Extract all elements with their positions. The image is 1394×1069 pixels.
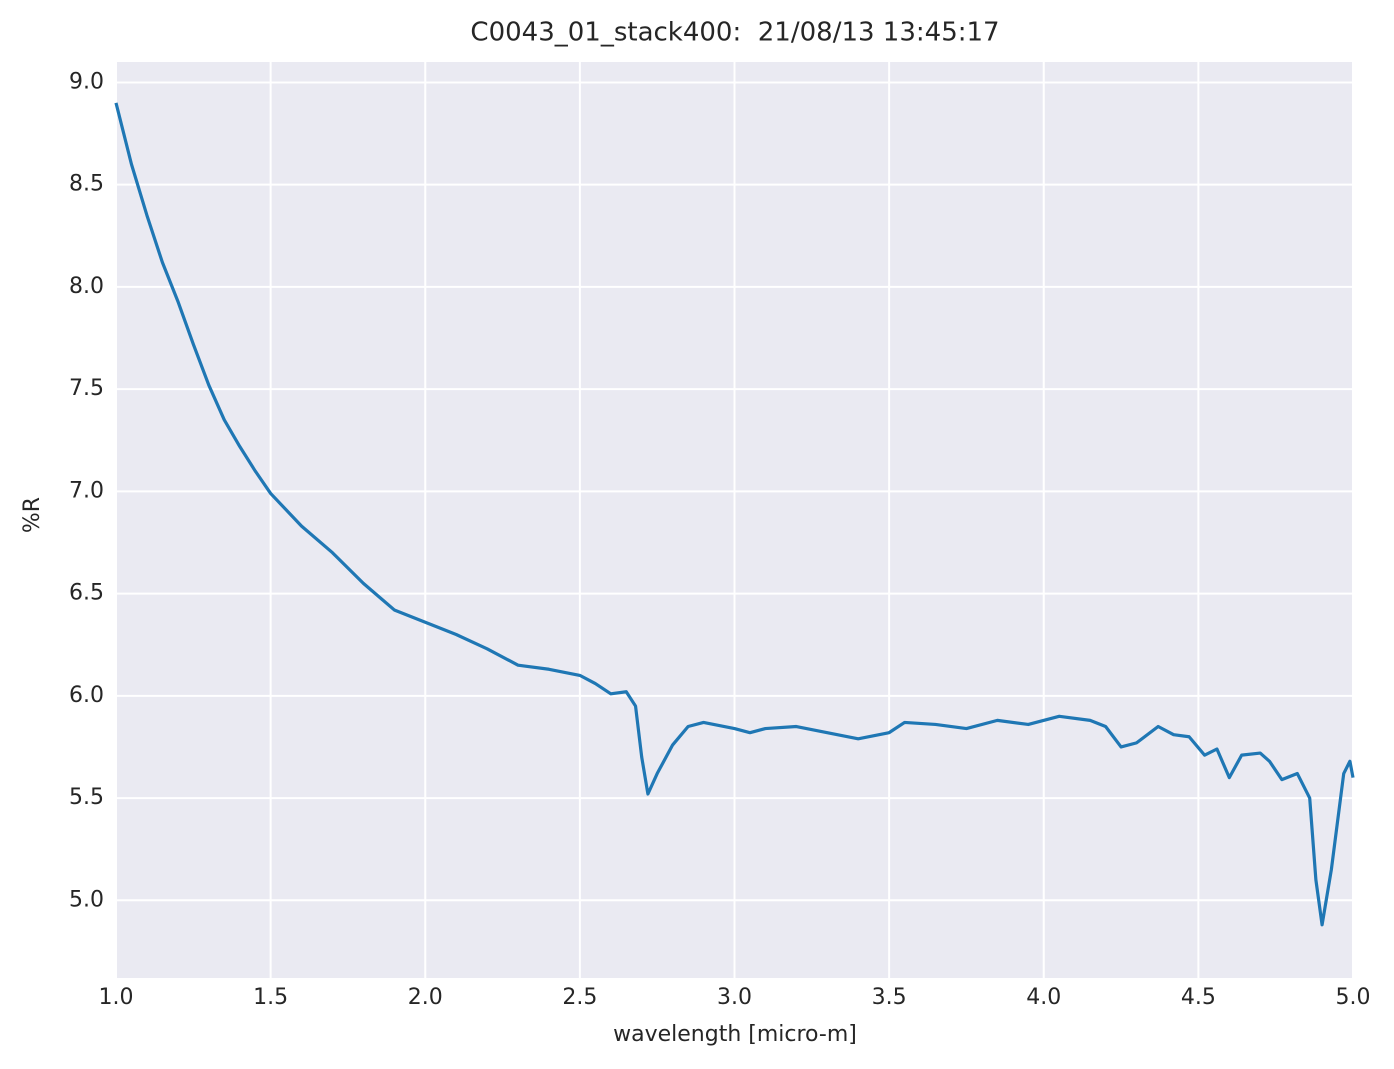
x-tick-label: 4.5: [1181, 985, 1216, 1010]
y-tick-label: 9.0: [69, 69, 104, 94]
x-tick-label: 2.0: [408, 985, 443, 1010]
y-tick-label: 6.0: [69, 683, 104, 708]
x-axis-label: wavelength [micro-m]: [613, 1022, 857, 1047]
y-tick-label: 5.0: [69, 887, 104, 912]
x-tick-label: 3.5: [872, 985, 907, 1010]
y-axis-label: %R: [20, 497, 45, 533]
chart-title: C0043_01_stack400: 21/08/13 13:45:17: [470, 18, 999, 48]
y-tick-label: 6.5: [69, 581, 104, 606]
x-tick-label: 1.5: [253, 985, 288, 1010]
x-tick-label: 3.0: [717, 985, 752, 1010]
y-tick-label: 7.5: [69, 376, 104, 401]
y-tick-label: 8.0: [69, 274, 104, 299]
x-tick-label: 1.0: [99, 985, 134, 1010]
y-tick-label: 8.5: [69, 172, 104, 197]
grid: [115, 62, 1354, 978]
marks: [114, 102, 1355, 927]
x-tick-label: 2.5: [562, 985, 597, 1010]
x-tick-label: 5.0: [1336, 985, 1371, 1010]
y-tick-label: 7.0: [69, 478, 104, 503]
y-tick-label: 5.5: [69, 785, 104, 810]
data-line: [114, 102, 1355, 927]
x-tick-label: 4.0: [1026, 985, 1061, 1010]
